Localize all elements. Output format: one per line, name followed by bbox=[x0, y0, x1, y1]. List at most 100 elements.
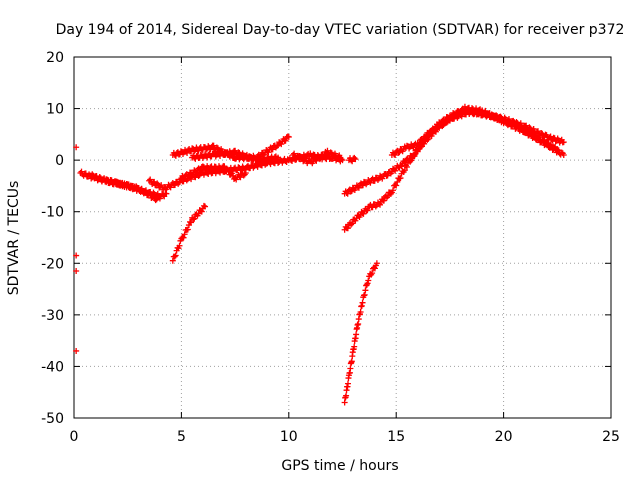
data-point bbox=[82, 170, 89, 177]
data-point bbox=[192, 174, 199, 181]
data-point bbox=[394, 178, 401, 185]
data-point bbox=[523, 126, 530, 133]
data-point bbox=[365, 277, 372, 284]
data-point bbox=[138, 186, 145, 193]
data-point bbox=[111, 178, 118, 185]
series-track-2 bbox=[88, 171, 163, 200]
data-point bbox=[242, 170, 249, 177]
data-point bbox=[473, 107, 480, 114]
plot-frame bbox=[73, 56, 612, 419]
series-track-11 bbox=[341, 260, 380, 406]
y-tick-label: -10 bbox=[41, 205, 64, 221]
data-point bbox=[225, 167, 232, 174]
data-point bbox=[202, 203, 209, 210]
data-point bbox=[344, 225, 351, 232]
data-point bbox=[373, 260, 380, 267]
data-point bbox=[511, 119, 518, 126]
data-point bbox=[415, 141, 422, 148]
data-point bbox=[221, 163, 228, 170]
data-point bbox=[372, 203, 379, 210]
data-point bbox=[172, 152, 179, 159]
data-point bbox=[502, 116, 509, 123]
data-point bbox=[184, 149, 191, 156]
data-point bbox=[171, 182, 178, 189]
data-point bbox=[270, 156, 277, 163]
data-point bbox=[560, 139, 567, 146]
data-point bbox=[195, 173, 202, 180]
data-point bbox=[392, 151, 399, 158]
chart-title: Day 194 of 2014, Sidereal Day-to-day VTE… bbox=[56, 22, 625, 38]
data-point bbox=[360, 210, 367, 217]
data-point bbox=[392, 167, 399, 174]
data-point bbox=[540, 136, 547, 143]
data-point bbox=[273, 155, 280, 162]
data-point bbox=[364, 280, 371, 287]
gridlines bbox=[74, 57, 611, 418]
data-point bbox=[265, 149, 272, 156]
data-point bbox=[73, 252, 80, 259]
y-axis-title: SDTVAR / TECUs bbox=[6, 181, 22, 296]
x-tick-label: 25 bbox=[602, 429, 620, 445]
data-point bbox=[181, 175, 188, 182]
data-point bbox=[411, 151, 418, 158]
data-point bbox=[384, 172, 391, 179]
data-point bbox=[344, 380, 351, 387]
data-point bbox=[422, 134, 429, 141]
data-point bbox=[463, 111, 470, 118]
data-point bbox=[197, 151, 204, 158]
data-point bbox=[73, 144, 80, 151]
data-point bbox=[210, 142, 217, 149]
data-point bbox=[458, 113, 465, 120]
data-point bbox=[547, 133, 554, 140]
data-point bbox=[527, 129, 534, 136]
data-point bbox=[353, 331, 360, 338]
data-point bbox=[324, 147, 331, 154]
data-point bbox=[414, 148, 421, 155]
data-point bbox=[200, 202, 207, 209]
data-point bbox=[349, 158, 356, 165]
data-point bbox=[73, 268, 80, 275]
data-point bbox=[380, 197, 387, 204]
data-point bbox=[224, 166, 231, 173]
data-point bbox=[554, 146, 561, 153]
data-point bbox=[243, 151, 250, 158]
data-point bbox=[432, 126, 439, 133]
data-point bbox=[359, 182, 366, 189]
data-point bbox=[156, 193, 163, 200]
data-point bbox=[191, 215, 198, 222]
data-point bbox=[167, 184, 174, 191]
y-tick-label: 0 bbox=[55, 153, 64, 169]
data-point bbox=[96, 174, 103, 181]
y-tick-label: -50 bbox=[41, 411, 64, 427]
data-point bbox=[147, 176, 154, 183]
data-point bbox=[416, 140, 423, 147]
series-track-10 bbox=[345, 154, 359, 165]
data-point bbox=[176, 179, 183, 186]
series-track-6 bbox=[178, 163, 249, 183]
data-point bbox=[359, 299, 366, 306]
data-point bbox=[348, 221, 355, 228]
x-tick-label: 0 bbox=[70, 429, 79, 445]
data-point bbox=[105, 180, 112, 187]
data-point bbox=[142, 187, 149, 194]
y-tick-label: 20 bbox=[46, 50, 64, 66]
y-tick-label: -40 bbox=[41, 359, 64, 375]
series-track-9 bbox=[290, 147, 344, 167]
data-point bbox=[273, 143, 280, 150]
data-point bbox=[103, 176, 110, 183]
data-point bbox=[531, 132, 538, 139]
data-point bbox=[198, 208, 205, 215]
data-point bbox=[337, 154, 344, 161]
data-point bbox=[180, 234, 187, 241]
data-point bbox=[543, 139, 550, 146]
data-point bbox=[192, 155, 199, 162]
y-tick-label: -20 bbox=[41, 256, 64, 272]
data-point bbox=[124, 181, 131, 188]
data-point bbox=[151, 178, 158, 185]
data-point bbox=[188, 219, 195, 226]
y-tick-label: -30 bbox=[41, 308, 64, 324]
data-points bbox=[73, 103, 567, 406]
data-point bbox=[176, 242, 183, 249]
data-point bbox=[289, 158, 296, 165]
